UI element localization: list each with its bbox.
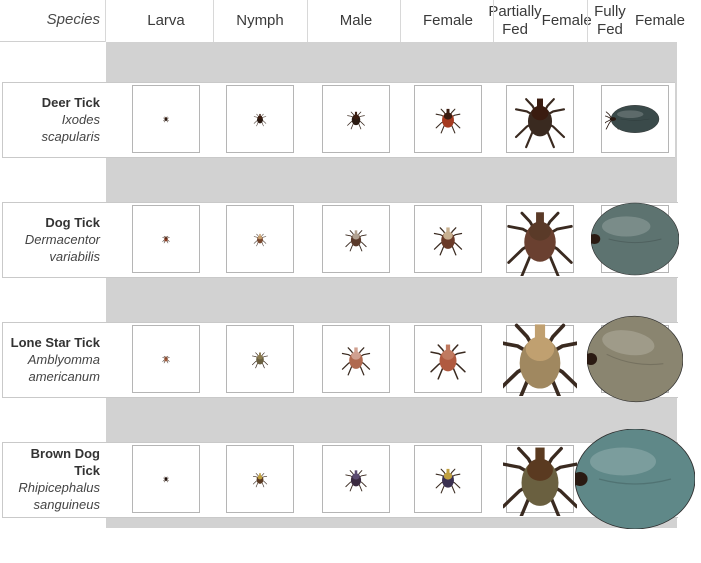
tick-specimen-icon [503, 446, 577, 516]
column-header-line: Male [339, 12, 373, 29]
scientific-name: americanum [28, 368, 100, 384]
scientific-name: Ixodes [61, 111, 100, 127]
scientific-name: variabilis [49, 248, 100, 264]
tick-specimen-icon [252, 352, 268, 369]
tick-specimen-icon [163, 476, 169, 483]
column-header-line: Female [422, 12, 474, 29]
header-divider [587, 0, 588, 42]
column-header: Partially Fed Female [488, 0, 592, 42]
tick-specimen-icon [162, 235, 170, 244]
tick-specimen-icon [253, 113, 267, 127]
tick-specimen-icon [507, 211, 573, 276]
tick-specimen-icon [575, 429, 695, 529]
species-label: Deer Tick Ixodes scapularis [2, 94, 100, 145]
column-header-line: Partially Fed [488, 3, 542, 38]
scientific-name: sanguineus [33, 497, 101, 512]
header-divider [213, 0, 214, 42]
tick-specimen-icon [435, 468, 461, 494]
tick-image-frame [322, 85, 390, 153]
species-label: Dog Tick Dermacentor variabilis [2, 214, 100, 265]
common-name: Deer Tick [41, 94, 100, 110]
header-divider [307, 0, 308, 42]
tick-specimen-icon [162, 355, 170, 364]
common-name: Tick [74, 463, 100, 478]
header-divider [493, 0, 494, 42]
tick-specimen-icon [591, 202, 679, 276]
tick-specimen-icon [341, 347, 371, 376]
species-label: Lone Star Tick Amblyomma americanum [2, 334, 100, 385]
species-label: Brown Dog Tick Rhipicephalus sanguineus [2, 445, 100, 513]
tick-specimen-icon [163, 116, 169, 123]
header-divider [0, 41, 106, 42]
tick-image-frame [132, 325, 200, 393]
tick-image-frame [506, 85, 574, 153]
column-header-line: Female [541, 12, 592, 29]
tick-specimen-icon [433, 227, 463, 256]
column-header: Larva [116, 0, 216, 42]
column-header-line: Fully Fed [594, 3, 626, 38]
header-divider [400, 0, 401, 42]
tick-specimen-icon [605, 105, 660, 133]
scientific-name: Amblyomma [27, 351, 100, 367]
tick-specimen-icon [435, 108, 461, 134]
common-name: Dog Tick [45, 214, 100, 230]
scientific-name: Rhipicephalus [18, 480, 100, 495]
tick-specimen-icon [503, 323, 577, 396]
tick-specimen-icon [514, 98, 566, 149]
tick-specimen-icon [587, 315, 683, 403]
column-header-line: Nymph [236, 12, 284, 29]
tick-specimen-icon [252, 473, 268, 488]
tick-specimen-icon [347, 111, 365, 130]
column-header: Fully Fed Female [585, 0, 685, 42]
column-header-line: Larva [147, 12, 185, 29]
species-column-header: Species [46, 10, 100, 28]
column-header-line: Female [634, 12, 685, 29]
common-name: Lone Star Tick [10, 334, 100, 350]
column-header: Female [398, 0, 498, 42]
scientific-name: scapularis [41, 128, 100, 144]
tick-specimen-icon [253, 233, 267, 247]
tick-specimen-icon [345, 470, 367, 492]
tick-specimen-icon [430, 344, 466, 380]
header-divider [105, 0, 106, 42]
scientific-name: Dermacentor [24, 231, 100, 247]
common-name: Brown Dog [30, 446, 100, 461]
tick-specimen-icon [345, 230, 367, 252]
column-header: Male [306, 0, 406, 42]
column-header: Nymph [210, 0, 310, 42]
